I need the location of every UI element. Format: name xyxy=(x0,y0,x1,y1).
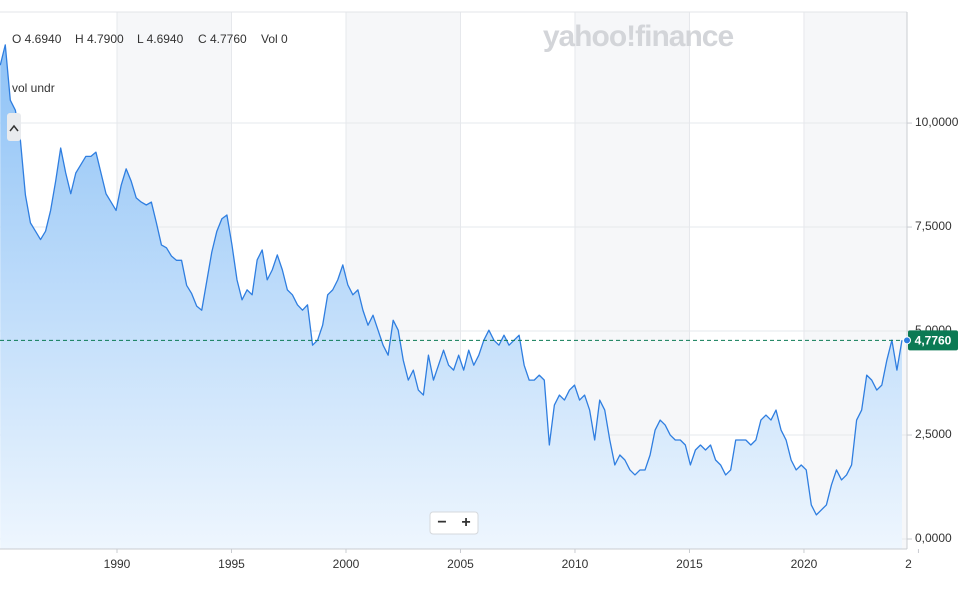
current-price-badge xyxy=(908,330,958,351)
collapse-icon xyxy=(9,124,19,132)
price-line xyxy=(0,44,903,516)
current-price-dot xyxy=(903,336,911,345)
stat-low: L 4.6940 xyxy=(137,32,184,46)
x-tick-label: 1990 xyxy=(104,557,131,571)
stat-high: H 4.7900 xyxy=(75,32,124,46)
x-tick-label: 2005 xyxy=(447,557,474,571)
zoom-in[interactable]: + xyxy=(461,514,470,531)
x-tick-label: 2015 xyxy=(676,557,703,571)
y-tick-label: 2,5000 xyxy=(915,427,952,441)
stat-volume: Vol 0 xyxy=(261,32,288,46)
stat-open: O 4.6940 xyxy=(12,32,62,46)
x-tick-label: 2010 xyxy=(562,557,589,571)
x-tick-label: 1995 xyxy=(218,557,245,571)
area-fill xyxy=(0,44,902,550)
y-tick-label: 10,0000 xyxy=(915,115,959,129)
zoom-out[interactable]: − xyxy=(437,514,446,531)
plot-area xyxy=(0,44,903,550)
y-tick-label: 0,0000 xyxy=(915,531,952,545)
logo: yahoo!finance xyxy=(543,20,734,53)
x-tick-label: 2020 xyxy=(791,557,818,571)
x-tick-label: 2000 xyxy=(333,557,360,571)
stat-close: C 4.7760 xyxy=(198,32,247,46)
x-tick-label: 2025 xyxy=(905,557,932,571)
y-tick-label: 7,5000 xyxy=(915,219,952,233)
indicator-label: vol undr xyxy=(12,81,55,95)
current-price-label: 4,7760 xyxy=(915,334,952,348)
zoom-controls xyxy=(429,511,479,535)
